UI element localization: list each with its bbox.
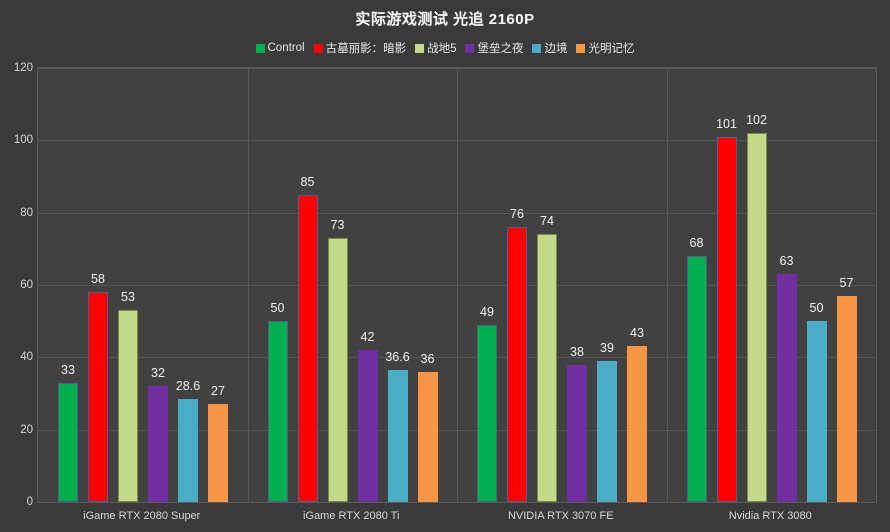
bar-value-label: 28.6	[175, 378, 201, 393]
legend-label: 光明记忆	[588, 43, 635, 55]
legend-item-1[interactable]: Control	[255, 42, 305, 54]
legend-item-2[interactable]: 古墓丽影：暗影	[313, 40, 407, 56]
legend-swatch-icon	[532, 43, 542, 53]
category-label: iGame RTX 2080 Super	[83, 510, 201, 522]
y-tick-label: 20	[20, 423, 33, 436]
category-label: iGame RTX 2080 Ti	[303, 510, 400, 522]
bar-value-label: 43	[630, 326, 644, 341]
legend-label: 战地5	[427, 43, 457, 55]
bar	[88, 292, 108, 502]
legend-swatch-icon	[255, 43, 265, 53]
bar	[327, 237, 348, 502]
bar	[567, 364, 587, 502]
y-tick-label: 120	[13, 62, 33, 74]
bar	[507, 227, 527, 502]
bar-value-label: 42	[360, 330, 375, 345]
legend-label: 边境	[544, 43, 568, 55]
bar-value-label: 32	[151, 366, 165, 381]
bar-value-label: 102	[746, 113, 767, 128]
y-tick-label: 60	[20, 279, 33, 291]
legend-item-4[interactable]: 堡垒之夜	[465, 40, 523, 56]
bar-value-label: 85	[300, 174, 315, 189]
legend-item-3[interactable]: 战地5	[415, 40, 456, 56]
bar	[746, 133, 767, 502]
category-separator	[667, 68, 668, 502]
bar-value-label: 50	[809, 301, 824, 316]
legend-swatch-icon	[415, 43, 425, 53]
bar	[836, 295, 857, 502]
bar	[357, 350, 378, 502]
y-tick-label: 0	[26, 496, 33, 508]
bar-value-label: 68	[689, 236, 704, 251]
bar-value-label: 50	[270, 301, 285, 316]
bar-value-label: 76	[510, 207, 524, 222]
category-separator	[457, 68, 458, 502]
bar-value-label: 38	[570, 344, 584, 359]
bar	[118, 310, 138, 502]
bar-value-label: 36	[420, 351, 435, 366]
category-separator	[248, 68, 249, 502]
bar-value-label: 58	[91, 272, 105, 287]
legend-item-5[interactable]: 边境	[532, 40, 567, 56]
bar-value-label: 101	[716, 116, 737, 131]
category-label: NVIDIA RTX 3070 FE	[507, 510, 614, 522]
legend-label: Control	[267, 42, 305, 54]
bar	[178, 398, 198, 502]
bar	[537, 234, 557, 502]
bar-value-label: 74	[540, 214, 554, 229]
bar	[716, 136, 737, 502]
bar	[597, 360, 617, 502]
bar	[417, 371, 438, 502]
bar-value-label: 57	[839, 275, 854, 290]
bar-value-label: 33	[61, 362, 75, 377]
bar-value-label: 27	[211, 384, 225, 399]
bar-value-label: 36.6	[385, 349, 410, 364]
y-tick-label: 100	[13, 134, 33, 147]
legend-item-6[interactable]: 光明记忆	[576, 40, 634, 56]
bar	[477, 324, 497, 502]
legend-swatch-icon	[576, 43, 586, 53]
y-axis: 0 20 40 60 80 100 120	[0, 62, 33, 508]
y-tick-label: 40	[20, 351, 33, 364]
legend-label: 古墓丽影：暗影	[325, 43, 407, 55]
chart-legend: Control 古墓丽影：暗影 战地5 堡垒之夜 边境 光明记忆	[0, 40, 890, 56]
bar	[686, 256, 707, 502]
bar	[627, 346, 647, 502]
chart-title: 实际游戏测试 光追 2160P	[355, 11, 535, 28]
bar	[776, 274, 797, 502]
bar	[58, 382, 78, 502]
legend-swatch-icon	[313, 43, 323, 53]
bar-value-label: 53	[121, 290, 135, 305]
plot-area: 33 58 53 32 28.6 27 50 85 73 42 36.6 36 49 76 74 38 39 43…	[37, 67, 877, 503]
bar	[297, 194, 318, 502]
bar	[806, 321, 827, 502]
bar	[267, 321, 288, 502]
bar-value-label: 73	[330, 217, 345, 232]
category-label: Nvidia RTX 3080	[728, 510, 812, 522]
y-tick-label: 80	[20, 206, 33, 219]
bar	[148, 386, 168, 502]
bar	[387, 369, 408, 502]
bar-value-label: 39	[600, 340, 614, 355]
bar-value-label: 63	[779, 254, 794, 269]
legend-swatch-icon	[465, 43, 475, 53]
bar-value-label: 49	[480, 304, 494, 319]
legend-label: 堡垒之夜	[477, 43, 524, 55]
bar	[208, 404, 228, 502]
